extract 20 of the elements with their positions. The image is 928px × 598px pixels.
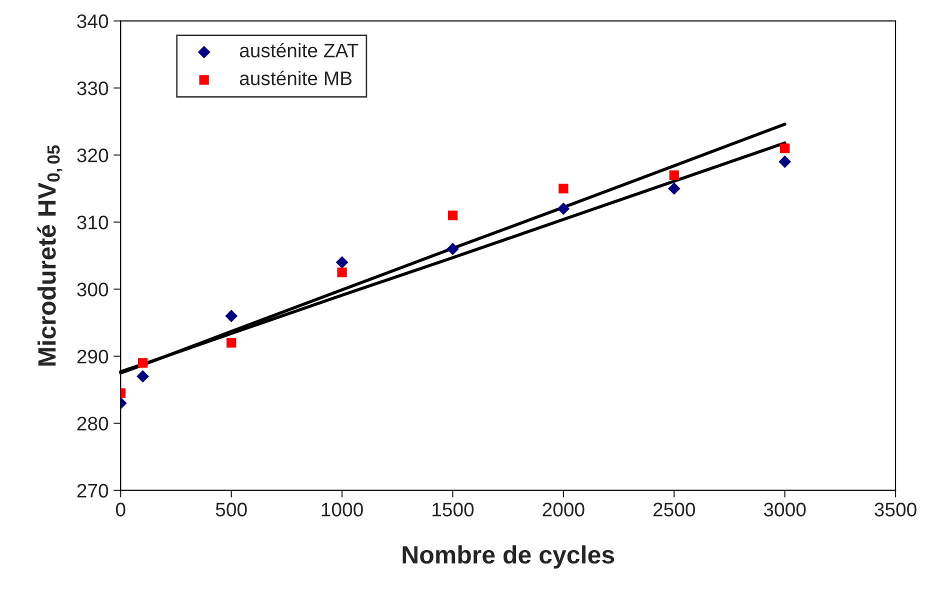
x-axis-title: Nombre de cycles xyxy=(402,545,614,569)
y-tick-label: 270 xyxy=(77,484,108,498)
y-tick-label: 300 xyxy=(77,282,108,296)
y-tick-label: 330 xyxy=(77,81,108,96)
y-tick-label: 290 xyxy=(77,350,108,364)
x-tick-label: 2500 xyxy=(653,502,695,516)
legend-label: austénite ZAT xyxy=(240,42,358,58)
x-tick-label: 1500 xyxy=(432,502,474,516)
x-tick-label: 1000 xyxy=(322,502,363,516)
y-axis-title: Microdureté HV$_{0,05}$ xyxy=(37,145,62,366)
y-tick-label: 340 xyxy=(77,14,108,28)
x-tick-label: 3000 xyxy=(764,502,806,516)
x-tick-label: 0 xyxy=(116,502,126,516)
x-tick-label: 2000 xyxy=(542,502,584,516)
x-tick-label: 3500 xyxy=(874,502,916,516)
x-tick-label: 500 xyxy=(216,502,247,516)
y-tick-label: 320 xyxy=(77,148,108,162)
y-tick-label: 280 xyxy=(77,416,108,431)
y-tick-label: 310 xyxy=(77,216,108,230)
legend-label: austénite MB xyxy=(240,70,352,86)
